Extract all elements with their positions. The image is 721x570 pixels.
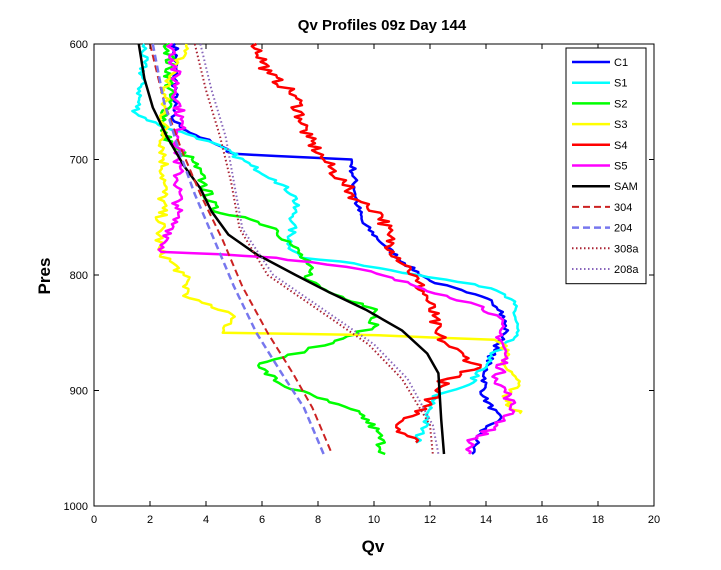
chart-title: Qv Profiles 09z Day 144 (298, 17, 467, 34)
series-line-sam (137, 43, 446, 455)
y-tick-label: 1000 (64, 501, 88, 513)
legend-label: 204 (614, 223, 632, 235)
x-tick-label: 6 (259, 514, 265, 526)
series-line-s4 (250, 42, 482, 444)
x-tick-label: 0 (91, 514, 97, 526)
x-tick-label: 12 (424, 514, 436, 526)
x-tick-label: 18 (592, 514, 604, 526)
series-line-304 (149, 43, 333, 455)
series-line-s3 (154, 43, 523, 415)
x-tick-label: 4 (203, 514, 209, 526)
axis-ticks: 0 2 4 6 8 10 12 14 16 18 20 600 700 800 900 1000 (64, 39, 661, 526)
series-line-204 (151, 43, 325, 455)
x-tick-label: 16 (536, 514, 548, 526)
legend: C1 S1 S2 S3 S4 S5 SAM 304 204 308a 208a (565, 47, 647, 285)
x-tick-label: 20 (648, 514, 660, 526)
x-tick-label: 14 (480, 514, 492, 526)
x-tick-label: 2 (147, 514, 153, 526)
legend-label: S1 (614, 78, 627, 90)
series-line-308a (193, 43, 434, 455)
legend-label: S3 (614, 119, 627, 131)
series-line-s5 (157, 42, 517, 455)
legend-label: 304 (614, 202, 632, 214)
legend-label: 208a (614, 264, 639, 276)
series-line-208a (199, 43, 440, 455)
x-tick-label: 8 (315, 514, 321, 526)
y-tick-label: 600 (70, 39, 88, 51)
y-tick-label: 900 (70, 386, 88, 398)
legend-label: SAM (614, 181, 638, 193)
legend-label: S5 (614, 161, 627, 173)
series-layer (131, 42, 523, 456)
x-tick-label: 10 (368, 514, 380, 526)
legend-label: S2 (614, 98, 627, 110)
y-axis-label: Pres (35, 258, 54, 295)
legend-label: C1 (614, 57, 628, 69)
y-tick-label: 800 (70, 270, 88, 282)
y-tick-label: 700 (70, 155, 88, 167)
legend-label: S4 (614, 140, 627, 152)
legend-label: 308a (614, 243, 639, 255)
x-axis-label: Qv (362, 537, 385, 556)
